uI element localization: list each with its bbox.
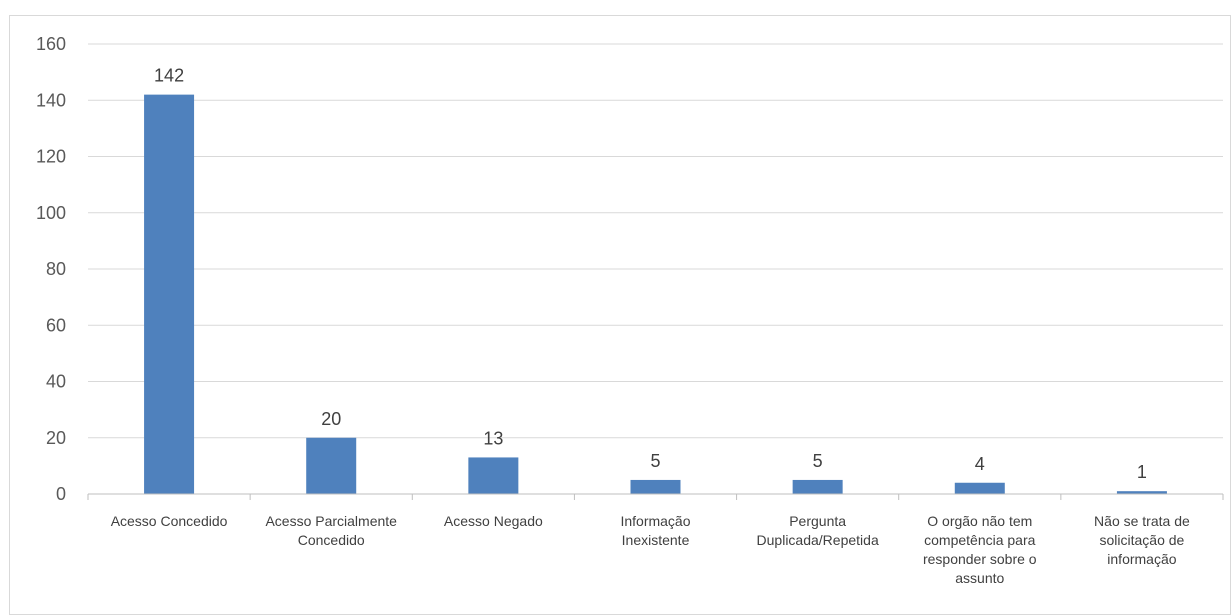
x-axis <box>87 493 1224 500</box>
y-tick-label: 80 <box>46 259 66 279</box>
data-label: 1 <box>1137 462 1147 482</box>
data-label: 142 <box>154 66 184 86</box>
data-label: 5 <box>813 451 823 471</box>
bar <box>306 437 357 494</box>
category-label: Não se trata de solicitação de informação <box>1094 513 1190 567</box>
category-label-line: responder sobre o <box>923 551 1037 567</box>
category-label-line: Informação <box>620 513 690 529</box>
data-label: 20 <box>321 409 341 429</box>
data-labels: 142 20 13 5 5 4 1 <box>154 66 1147 483</box>
category-label-line: Pergunta <box>789 513 846 529</box>
bar-chart: 0 20 40 60 80 100 120 140 160 142 20 13 5 5 4 1 Acesso… <box>36 34 1224 586</box>
bar <box>630 479 681 494</box>
category-label-line: Não se trata de <box>1094 513 1190 529</box>
bar <box>144 94 195 494</box>
y-tick-label: 60 <box>46 315 66 335</box>
gridlines <box>88 43 1223 439</box>
y-tick-label: 20 <box>46 428 66 448</box>
category-label-line: Acesso Parcialmente <box>265 513 397 529</box>
y-tick-label: 40 <box>46 372 66 392</box>
category-label: Acesso Negado <box>444 513 543 529</box>
category-label: O orgão não tem competência para responder… <box>923 513 1037 586</box>
category-label-line: informação <box>1107 551 1176 567</box>
category-label: Acesso Concedido <box>111 513 228 529</box>
category-label-line: Acesso Negado <box>444 513 543 529</box>
category-label-line: competência para <box>924 532 1036 548</box>
y-tick-label: 160 <box>36 34 66 54</box>
data-label: 4 <box>975 454 985 474</box>
y-tick-label: 120 <box>36 147 66 167</box>
y-tick-label: 100 <box>36 203 66 223</box>
category-label-line: Inexistente <box>622 532 690 548</box>
bar <box>1116 491 1167 494</box>
data-label: 13 <box>483 428 503 448</box>
category-label-line: solicitação de <box>1100 532 1185 548</box>
bar <box>792 479 843 494</box>
y-axis-tick-labels: 0 20 40 60 80 100 120 140 160 <box>36 34 66 504</box>
bar <box>954 482 1005 494</box>
category-label-line: O orgão não tem <box>927 513 1032 529</box>
category-label-line: Duplicada/Repetida <box>757 532 879 548</box>
y-tick-label: 0 <box>56 484 66 504</box>
category-label: Pergunta Duplicada/Repetida <box>757 513 879 548</box>
category-label: Acesso Parcialmente Concedido <box>265 513 397 548</box>
category-label-line: assunto <box>955 570 1004 586</box>
data-label: 5 <box>650 451 660 471</box>
bar <box>468 457 519 494</box>
y-tick-label: 140 <box>36 90 66 110</box>
category-label-line: Concedido <box>298 532 365 548</box>
category-label-line: Acesso Concedido <box>111 513 228 529</box>
category-label: Informação Inexistente <box>620 513 690 548</box>
bars <box>144 94 1167 494</box>
chart-frame: 0 20 40 60 80 100 120 140 160 142 20 13 5 5 4 1 Acesso… <box>9 15 1231 615</box>
x-axis-category-labels: Acesso Concedido Acesso Parcialmente Conce… <box>111 513 1190 586</box>
